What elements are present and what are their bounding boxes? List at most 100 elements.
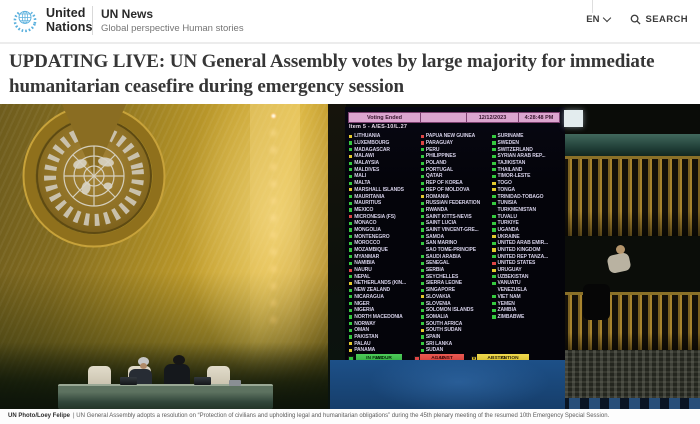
- vote-indicator: [492, 315, 496, 319]
- country-name: SWEDEN: [497, 140, 519, 147]
- top-right-divider: [592, 0, 593, 13]
- country-row: TIMOR-LESTE: [492, 173, 562, 180]
- vote-indicator: [349, 281, 353, 286]
- board-header: Voting Ended 12/12/2023 4:28:48 PM: [348, 112, 560, 123]
- org-name[interactable]: United Nations: [46, 6, 93, 34]
- country-row: SAO TOME-PRINCIPE: [421, 247, 491, 254]
- country-name: VIET NAM: [497, 293, 521, 300]
- gallery-person-head: [616, 245, 625, 254]
- vote-indicator: [420, 295, 424, 299]
- vote-indicator: [420, 221, 424, 225]
- country-name: LITHUANIA: [354, 133, 381, 140]
- vote-indicator: [420, 308, 424, 312]
- vote-indicator: [420, 188, 424, 192]
- official-2: [164, 364, 190, 386]
- wall-light-glow: [250, 104, 300, 366]
- country-row: SURINAME: [492, 133, 562, 140]
- country-row: UZBEKISTAN: [492, 273, 562, 280]
- vote-indicator: [349, 275, 353, 279]
- vote-indicator: [420, 335, 424, 339]
- country-name: NAURU: [354, 267, 372, 274]
- country-name: SOLOMON ISLANDS: [425, 307, 474, 314]
- country-name: NICARAGUA: [354, 293, 384, 300]
- country-row: TÜRKIYE: [492, 220, 562, 227]
- country-row: SPAIN: [420, 334, 491, 341]
- board-time: 4:28:48 PM: [524, 114, 554, 121]
- country-name: PERU: [425, 146, 440, 153]
- country-name: ZAMBIA: [497, 307, 517, 314]
- country-name: SLOVAKIA: [425, 293, 451, 300]
- country-name: NETHERLANDS (KIN...: [354, 280, 406, 287]
- site-name[interactable]: UN News: [101, 7, 154, 21]
- country-row: MALTA: [349, 180, 419, 187]
- vote-indicator: [349, 228, 353, 232]
- country-name: SWITZERLAND: [497, 146, 533, 153]
- site-header: United Nations UN News Global perspectiv…: [0, 0, 700, 44]
- vote-indicator: [492, 194, 496, 199]
- laptop: [120, 377, 137, 385]
- country-row: VANUATU: [492, 280, 562, 287]
- country-row: NEW ZEALAND: [349, 287, 419, 294]
- vote-indicator: [349, 141, 353, 145]
- vote-indicator: [349, 261, 353, 265]
- country-name: TAJIKISTAN: [497, 160, 526, 167]
- article-header: UPDATING LIVE: UN General Assembly votes…: [0, 42, 700, 104]
- country-row: MAURITANIA: [349, 193, 419, 200]
- country-name: SOUTH AFRICA: [425, 320, 463, 327]
- search-button[interactable]: SEARCH: [630, 14, 688, 25]
- un-logo-icon[interactable]: [10, 5, 40, 35]
- vote-indicator: [420, 141, 424, 145]
- country-row: MALAYSIA: [349, 160, 419, 167]
- country-row: TUNISIA: [492, 200, 562, 207]
- country-row: MOZAMBIQUE: [349, 247, 419, 254]
- country-row: UNITED KINGDOM: [492, 247, 562, 254]
- vote-indicator: [492, 188, 496, 192]
- vote-indicator: [349, 168, 353, 172]
- country-row: NEPAL: [349, 273, 419, 280]
- country-row: MONACO: [349, 220, 419, 227]
- gallery-beam: [565, 134, 700, 156]
- country-row: SENEGAL: [420, 260, 491, 267]
- vote-indicator: [492, 168, 496, 172]
- vote-indicator: [349, 315, 353, 319]
- country-row: YEMEN: [492, 300, 562, 307]
- vote-indicator: [492, 308, 496, 312]
- country-name: ZIMBABWE: [497, 313, 525, 320]
- country-name: SUDAN: [425, 347, 444, 354]
- country-row: LUXEMBOURG: [349, 140, 419, 147]
- country-name: UGANDA: [497, 226, 519, 233]
- country-row: PANAMA: [349, 347, 419, 354]
- country-row: MEXICO: [349, 207, 419, 214]
- country-name: MALTA: [354, 180, 371, 187]
- balcony-slats-upper: [565, 156, 700, 239]
- chevron-down-icon: [603, 13, 612, 23]
- country-name: SIERRA LEONE: [425, 280, 462, 287]
- in-favour-value: 153: [374, 356, 383, 361]
- country-row: OMAN: [349, 327, 419, 334]
- country-row: MICRONESIA (FS): [349, 213, 419, 220]
- country-row: MALDIVES: [349, 166, 419, 173]
- tv-camera: [583, 284, 610, 320]
- country-row: UGANDA: [492, 227, 562, 234]
- country-row: UNITED STATES: [492, 260, 562, 267]
- country-name: SYRIAN ARAB REP...: [497, 153, 546, 160]
- language-selector[interactable]: EN: [586, 13, 612, 25]
- against-value: 10: [439, 356, 445, 361]
- vote-indicator: [349, 235, 353, 239]
- country-name: SAMOA: [425, 233, 444, 240]
- country-row: SERBIA: [420, 267, 491, 274]
- country-name: UNITED ARAB EMIR...: [497, 240, 549, 247]
- country-name: VANUATU: [497, 280, 521, 287]
- un-emblem-graphic: [22, 104, 166, 248]
- photo-caption-text: | UN General Assembly adopts a resolutio…: [73, 413, 610, 419]
- board-empty-cell: [421, 113, 467, 122]
- vote-indicator: [349, 248, 353, 252]
- vote-indicator: [492, 241, 496, 245]
- vote-indicator: [349, 148, 353, 152]
- in-favour-label: IN FAVOUR: [366, 356, 392, 361]
- country-row: SOLOMON ISLANDS: [420, 307, 491, 314]
- country-row: TURKMENISTAN: [492, 207, 562, 214]
- country-row: RUSSIAN FEDERATION: [420, 200, 491, 207]
- country-name: UNITED STATES: [497, 260, 536, 267]
- vote-indicator: [420, 181, 424, 185]
